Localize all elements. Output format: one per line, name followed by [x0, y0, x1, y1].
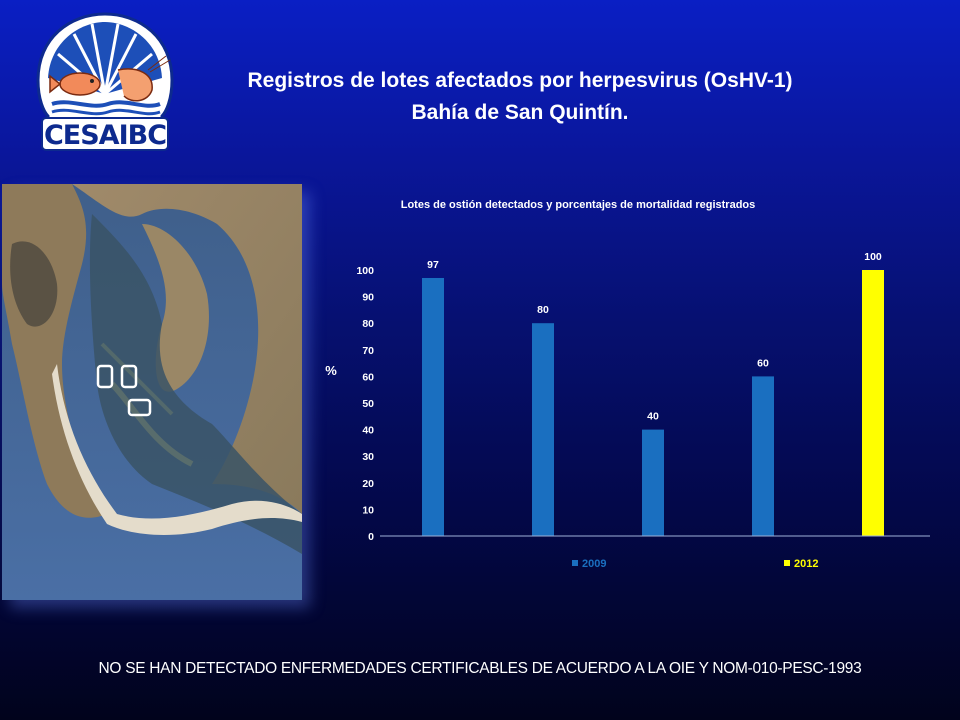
mortality-bar-chart: Lotes de ostión detectados y porcentajes…	[325, 199, 930, 570]
page-subtitle: Bahía de San Quintín.	[411, 101, 629, 124]
y-tick-label: 100	[356, 265, 374, 277]
bar-value-label: 40	[647, 411, 659, 423]
legend-label-2012: 2012	[794, 558, 818, 570]
y-tick-label: 10	[362, 504, 374, 516]
bar-value-label: 60	[757, 357, 769, 369]
page-title: Registros de lotes afectados por herpesv…	[247, 69, 793, 92]
shell-fish-shrimp-icon	[36, 12, 174, 151]
bar-2009-4	[752, 376, 774, 536]
y-tick-label: 20	[362, 478, 374, 490]
y-tick-label: 70	[362, 345, 374, 357]
cesaibc-logo: CESAIBC	[30, 8, 180, 158]
y-tick-label: 40	[362, 425, 374, 437]
y-tick-label: 60	[362, 371, 374, 383]
y-tick-label: 30	[362, 451, 374, 463]
bar-value-label: 97	[427, 259, 439, 271]
bar-2009-3	[642, 429, 664, 536]
y-tick-label: 0	[368, 531, 374, 543]
legend-label-2009: 2009	[582, 558, 606, 570]
bay-map-image	[2, 184, 303, 600]
chart-title: Lotes de ostión detectados y porcentajes…	[401, 199, 756, 211]
bar-2009-1	[422, 277, 444, 536]
y-tick-label: 80	[362, 318, 374, 330]
y-tick-label: 50	[362, 398, 374, 410]
logo-text: CESAIBC	[43, 120, 167, 151]
bar-2009-2	[532, 323, 554, 536]
satellite-map	[2, 184, 303, 600]
legend-swatch-2009	[572, 560, 578, 566]
legend-swatch-2012	[784, 560, 790, 566]
bar-value-label: 80	[537, 304, 549, 316]
footer-note: NO SE HAN DETECTADO ENFERMEDADES CERTIFI…	[98, 660, 862, 677]
y-axis-label: %	[325, 363, 337, 378]
y-tick-label: 90	[362, 292, 374, 304]
bar-2012-5	[862, 270, 884, 536]
bar-value-label: 100	[864, 251, 882, 263]
